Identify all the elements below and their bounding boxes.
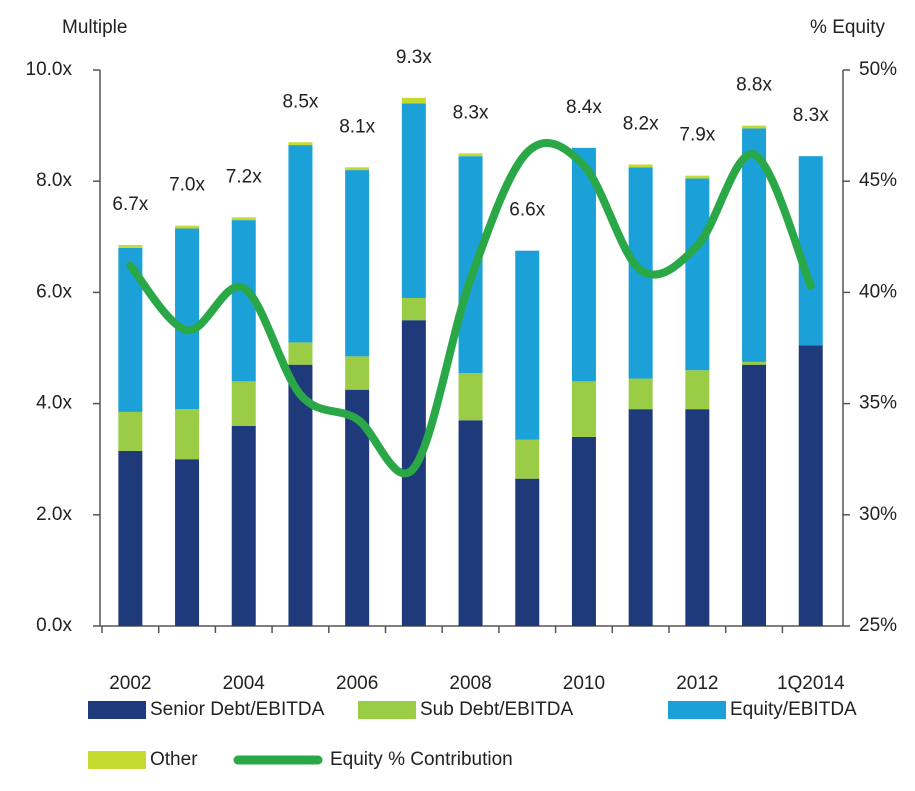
x-tick-label: 2006: [336, 673, 378, 694]
x-tick-label: 2012: [676, 673, 718, 694]
bar-segment: [288, 145, 313, 343]
bar-segment: [175, 409, 200, 460]
bar-segment: [231, 217, 256, 221]
bar-segment: [175, 225, 200, 229]
legend-label: Equity % Contribution: [330, 749, 513, 770]
bar-segment: [288, 342, 313, 365]
bar-segment: [628, 164, 653, 168]
legend-swatch: [88, 751, 146, 769]
total-label: 8.2x: [623, 114, 659, 135]
y-tick-label: 6.0x: [36, 281, 72, 302]
bar-segment: [515, 478, 540, 626]
bar-segment: [571, 147, 596, 382]
bar-segment: [742, 361, 767, 365]
bar-segment: [458, 373, 483, 421]
bar-segment: [628, 378, 653, 410]
y2-tick-label: 25%: [859, 615, 897, 636]
y-tick-label: 10.0x: [26, 59, 73, 80]
bar-segment: [175, 459, 200, 626]
bar-segment: [685, 178, 710, 371]
legend-label: Other: [150, 749, 198, 770]
bar-segment: [345, 356, 370, 390]
bar-segment: [401, 297, 426, 321]
bar-segment: [685, 370, 710, 410]
total-label: 9.3x: [396, 47, 432, 68]
legend-swatch: [668, 701, 726, 719]
y-tick-label: 8.0x: [36, 170, 72, 191]
bar-segment: [231, 425, 256, 626]
total-label: 8.1x: [339, 116, 375, 137]
bar-segment: [742, 125, 767, 129]
bar-segment: [288, 364, 313, 626]
legend-swatch: [358, 701, 416, 719]
bar-segment: [118, 411, 143, 451]
bar-segment: [175, 228, 200, 410]
bar-segment: [288, 142, 313, 146]
total-label: 7.9x: [679, 125, 715, 146]
bar-segment: [571, 381, 596, 437]
bar-segment: [231, 381, 256, 426]
x-tick-label: 2010: [563, 673, 605, 694]
y2-tick-label: 40%: [859, 281, 897, 302]
bar-segment: [798, 156, 823, 346]
total-label: 6.6x: [509, 200, 545, 221]
bar-segment: [685, 175, 710, 179]
legend-swatch: [88, 701, 146, 719]
y2-tick-label: 35%: [859, 393, 897, 414]
y2-tick-label: 50%: [859, 59, 897, 80]
y-axis-label: Multiple: [62, 17, 127, 38]
bar-segment: [401, 103, 426, 298]
bar-segment: [685, 409, 710, 626]
bar-segment: [515, 439, 540, 479]
x-tick-label: 1Q2014: [777, 673, 845, 694]
y2-tick-label: 30%: [859, 504, 897, 525]
y2-axis-label: % Equity: [810, 17, 885, 38]
x-tick-label: 2008: [449, 673, 491, 694]
y-tick-label: 4.0x: [36, 393, 72, 414]
bar-segment: [345, 170, 370, 357]
total-label: 8.3x: [453, 102, 489, 123]
bar-segment: [118, 450, 143, 626]
total-label: 6.7x: [112, 194, 148, 215]
bar-segment: [571, 436, 596, 626]
bar-segment: [798, 345, 823, 626]
legend-label: Sub Debt/EBITDA: [420, 699, 573, 720]
bar-segment: [401, 97, 426, 104]
bar-segment: [742, 364, 767, 626]
x-tick-label: 2002: [109, 673, 151, 694]
total-label: 8.4x: [566, 97, 602, 118]
y2-tick-label: 45%: [859, 170, 897, 191]
bar-segment: [345, 167, 370, 171]
total-label: 8.3x: [793, 105, 829, 126]
y-tick-label: 2.0x: [36, 504, 72, 525]
legend-label: Senior Debt/EBITDA: [150, 699, 325, 720]
line: [126, 138, 815, 478]
bar-segment: [458, 420, 483, 626]
total-label: 8.8x: [736, 75, 772, 96]
legend-label: Equity/EBITDA: [730, 699, 857, 720]
bar-segment: [118, 245, 143, 248]
y-tick-label: 0.0x: [36, 615, 72, 636]
total-label: 7.0x: [169, 175, 205, 196]
bar-segment: [458, 153, 483, 157]
total-label: 8.5x: [282, 91, 318, 112]
x-tick-label: 2004: [223, 673, 266, 694]
bar-segment: [628, 409, 653, 626]
total-label: 7.2x: [226, 166, 262, 187]
bar-segment: [515, 250, 540, 440]
